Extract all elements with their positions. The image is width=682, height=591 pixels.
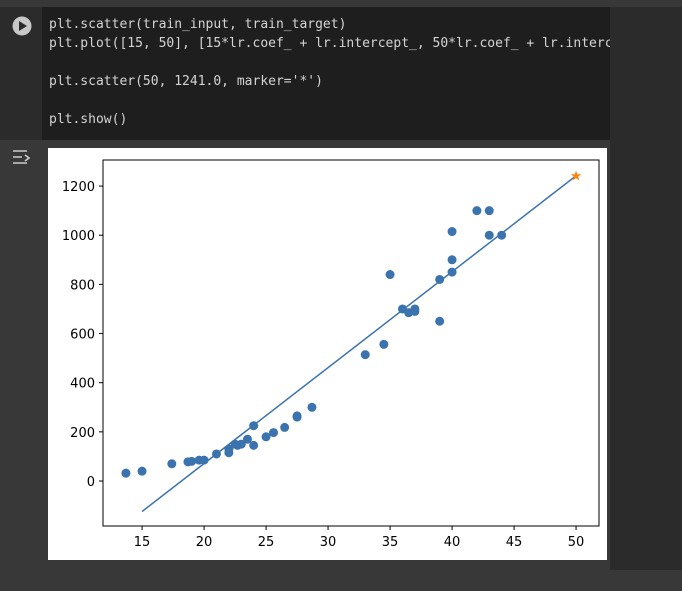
scatter-point xyxy=(137,466,147,476)
x-tick-label: 15 xyxy=(134,535,151,550)
scatter-point xyxy=(379,339,389,349)
scatter-point xyxy=(447,227,457,237)
scatter-point xyxy=(307,402,317,412)
scatter-point xyxy=(167,459,177,469)
code-line: plt.show() xyxy=(49,112,128,127)
star-point xyxy=(570,170,582,181)
scatter-point xyxy=(224,444,234,454)
scatter-point xyxy=(497,230,507,240)
y-tick-label: 200 xyxy=(70,426,95,441)
scatter-point xyxy=(187,456,197,466)
code-line: plt.plot([15, 50], [15*lr.coef_ + lr.int… xyxy=(49,36,660,51)
scatter-point xyxy=(269,428,278,438)
x-tick-label: 25 xyxy=(258,535,275,550)
x-tick-label: 35 xyxy=(382,535,399,550)
x-tick-label: 45 xyxy=(506,535,523,550)
scatter-point xyxy=(484,230,494,240)
scatter-point xyxy=(385,270,395,280)
run-button[interactable] xyxy=(0,7,42,47)
scatter-point xyxy=(447,255,457,265)
scatter-point xyxy=(410,304,420,314)
scatter-point xyxy=(360,350,370,360)
scatter-point xyxy=(242,434,252,444)
y-tick-label: 600 xyxy=(70,328,95,343)
scatter-point xyxy=(249,421,259,431)
axes-frame xyxy=(102,159,600,527)
y-tick-label: 800 xyxy=(70,278,95,293)
code-line: plt.scatter(train_input, train_target) xyxy=(49,17,347,32)
scatter-point xyxy=(280,422,290,432)
scatter-point xyxy=(484,206,494,216)
side-panel xyxy=(610,7,682,570)
x-tick-label: 20 xyxy=(196,535,213,550)
x-tick-label: 50 xyxy=(568,535,585,550)
y-tick-label: 1000 xyxy=(62,229,95,244)
scatter-point xyxy=(236,439,246,449)
scatter-point xyxy=(472,206,482,216)
scatter-point xyxy=(261,432,271,442)
x-tick-label: 40 xyxy=(444,535,461,550)
code-cell[interactable]: plt.scatter(train_input, train_target) p… xyxy=(0,7,659,140)
cell-gutter xyxy=(0,7,42,140)
scatter-point xyxy=(435,274,445,284)
scatter-point xyxy=(447,267,457,277)
scatter-point xyxy=(199,455,209,465)
scatter-point xyxy=(435,316,445,326)
scatter-point xyxy=(211,449,221,459)
x-tick-label: 30 xyxy=(320,535,337,550)
output-toggle[interactable] xyxy=(8,146,38,176)
chart: 15 20 25 30 35 40 45 50 0 200 400 600 800 1000 1200 xyxy=(48,148,607,560)
y-tick-label: 0 xyxy=(87,475,95,490)
scatter-point xyxy=(121,468,131,478)
y-tick-label: 1200 xyxy=(62,180,95,195)
y-tick-label: 400 xyxy=(70,377,95,392)
scatter-point xyxy=(292,411,302,421)
code-line: plt.scatter(50, 1241.0, marker='*') xyxy=(49,74,323,89)
scatter-point xyxy=(249,440,259,450)
